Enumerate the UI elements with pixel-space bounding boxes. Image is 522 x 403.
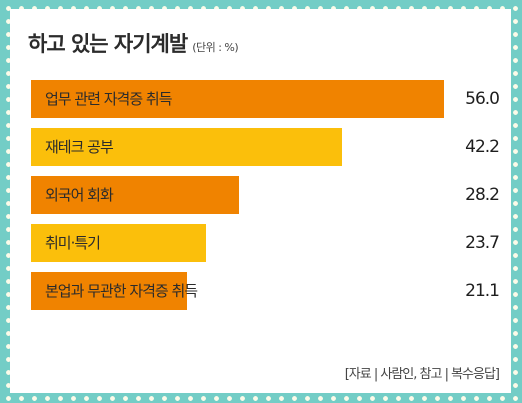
bar-label: 재테크 공부 bbox=[45, 138, 114, 156]
bar-label: 업무 관련 자격증 취득 bbox=[45, 90, 173, 108]
source-note: [자료 | 사람인, 참고 | 복수응답] bbox=[344, 367, 500, 382]
bar-label: 취미·특기 bbox=[45, 234, 101, 252]
bar: 재테크 공부 bbox=[31, 128, 342, 166]
bar: 본업과 무관한 자격증 취득 bbox=[31, 272, 198, 310]
bar-value-label: 42.2 bbox=[465, 137, 500, 157]
bar-label: 외국어 회화 bbox=[45, 186, 114, 204]
bar-label: 본업과 무관한 자격증 취득 bbox=[45, 282, 198, 300]
bar: 외국어 회화 bbox=[31, 176, 239, 214]
bar-value-label: 21.1 bbox=[465, 281, 500, 301]
chart-title: 하고 있는 자기계발 bbox=[28, 32, 188, 56]
chart-card: 하고 있는 자기계발 (단위 : %) 업무 관련 자격증 취득 56.0 재테크 … bbox=[10, 9, 511, 393]
unit-label: (단위 : %) bbox=[192, 41, 239, 54]
bar: 취미·특기 bbox=[31, 224, 206, 262]
bar-value-label: 56.0 bbox=[465, 89, 500, 109]
bar-chart: 업무 관련 자격증 취득 56.0 재테크 공부 42.2 외국어 회화 28.2 취미·특… bbox=[10, 9, 511, 393]
title-row: 하고 있는 자기계발 (단위 : %) bbox=[28, 28, 239, 58]
bar: 업무 관련 자격증 취득 bbox=[31, 80, 444, 118]
bar-value-label: 23.7 bbox=[465, 233, 500, 253]
bar-value-label: 28.2 bbox=[465, 185, 500, 205]
